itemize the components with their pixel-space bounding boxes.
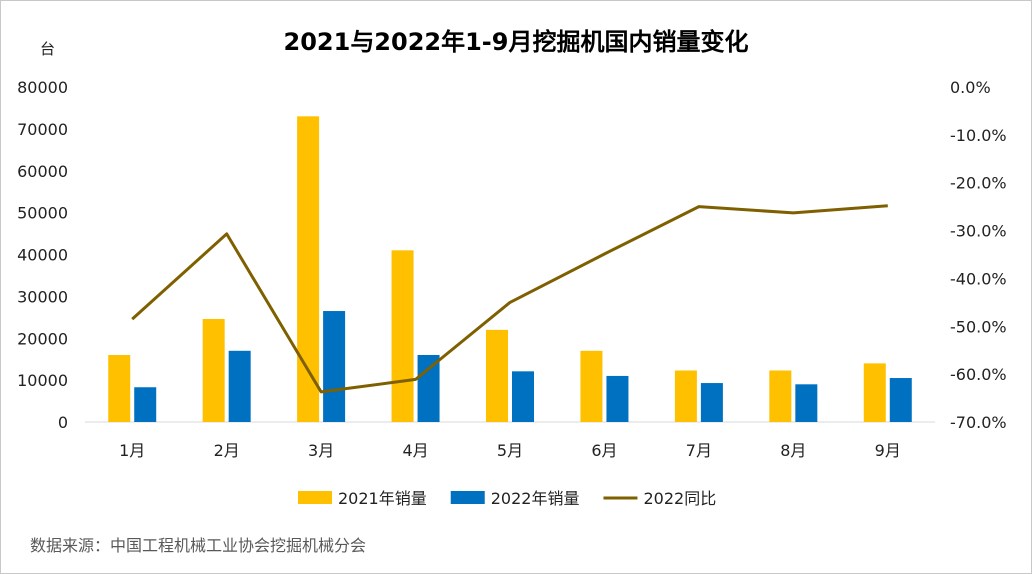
left-axis-tick-label: 50000	[17, 204, 68, 223]
bar-2021年销量	[769, 370, 792, 422]
chart-title: 2021与2022年1-9月挖掘机国内销量变化	[283, 28, 749, 56]
legend-label: 2021年销量	[338, 489, 427, 508]
data-source-note: 数据来源：中国工程机械工业协会挖掘机械分会	[30, 536, 367, 555]
left-axis-unit: 台	[40, 40, 56, 58]
bar-2021年销量	[202, 318, 225, 422]
x-axis-tick-label: 5月	[497, 441, 523, 460]
left-axis-tick-label: 40000	[17, 246, 68, 265]
x-axis-tick-label: 1月	[119, 441, 145, 460]
x-axis-tick-label: 3月	[308, 441, 334, 460]
line-series-2022-yoy	[131, 204, 888, 394]
bar-2022年销量	[417, 355, 440, 422]
bar-2021年销量	[863, 363, 886, 422]
x-axis-tick-label: 9月	[875, 441, 901, 460]
x-axis-tick-label: 2月	[214, 441, 240, 460]
bar-2021年销量	[108, 355, 131, 422]
bar-2021年销量	[674, 370, 697, 422]
legend-label: 2022同比	[643, 489, 716, 508]
right-axis-tick-label: 0.0%	[950, 78, 991, 97]
bar-2022年销量	[889, 378, 912, 422]
left-axis-tick-label: 80000	[17, 78, 68, 97]
right-axis-tick-label: -10.0%	[950, 126, 1007, 145]
bar-2021年销量	[580, 350, 603, 422]
bar-2021年销量	[297, 116, 320, 422]
bar-2022年销量	[700, 383, 723, 422]
x-axis-tick-label: 7月	[686, 441, 712, 460]
bar-2022年销量	[606, 375, 629, 422]
x-axis-tick-label: 6月	[591, 441, 617, 460]
right-axis-tick-label: -20.0%	[950, 174, 1007, 193]
x-axis-tick-label: 8月	[780, 441, 806, 460]
legend-label: 2022年销量	[491, 489, 580, 508]
legend-swatch	[298, 491, 332, 504]
left-axis-tick-label: 0	[58, 413, 68, 432]
legend-swatch	[450, 491, 485, 504]
left-axis-tick-label: 10000	[17, 371, 68, 390]
left-axis-tick-label: 70000	[17, 120, 68, 139]
right-axis-tick-label: -50.0%	[950, 317, 1007, 336]
bar-2022年销量	[228, 350, 251, 422]
bar-2021年销量	[391, 250, 414, 422]
bar-2022年销量	[134, 387, 157, 422]
right-axis-tick-label: -30.0%	[950, 222, 1007, 241]
bar-2022年销量	[795, 384, 818, 422]
left-axis-tick-label: 30000	[17, 287, 68, 306]
bar-2022年销量	[323, 311, 346, 422]
right-axis-tick-label: -40.0%	[950, 269, 1007, 288]
left-axis-tick-label: 60000	[17, 162, 68, 181]
left-axis-tick-label: 20000	[17, 329, 68, 348]
x-axis-tick-label: 4月	[402, 441, 428, 460]
right-axis-tick-label: -70.0%	[950, 413, 1007, 432]
right-axis-tick-label: -60.0%	[950, 365, 1007, 384]
bar-2021年销量	[486, 329, 508, 422]
bar-2022年销量	[512, 371, 534, 422]
